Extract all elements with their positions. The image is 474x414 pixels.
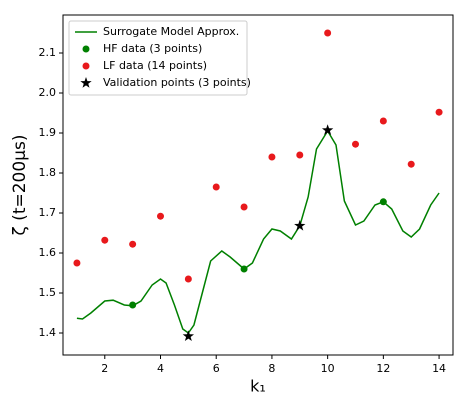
x-tick-label: 8 bbox=[268, 362, 275, 375]
series-line bbox=[76, 129, 440, 335]
point bbox=[324, 29, 332, 37]
point bbox=[129, 301, 137, 309]
y-tick-label: 1.5 bbox=[39, 286, 57, 299]
point bbox=[379, 198, 387, 206]
point bbox=[407, 160, 415, 168]
star-point bbox=[321, 124, 334, 136]
legend-label: LF data (14 points) bbox=[103, 59, 207, 72]
point bbox=[240, 265, 248, 273]
y-tick-label: 1.9 bbox=[39, 126, 57, 139]
x-axis-label: k₁ bbox=[250, 377, 266, 396]
y-tick-label: 1.6 bbox=[39, 246, 57, 259]
star-point bbox=[294, 219, 306, 231]
point bbox=[268, 153, 276, 161]
legend-box bbox=[68, 20, 248, 96]
x-tick-label: 6 bbox=[213, 362, 220, 375]
y-tick-label: 2.1 bbox=[39, 46, 57, 59]
point bbox=[73, 259, 81, 267]
y-tick-label: 2.0 bbox=[39, 86, 57, 99]
point bbox=[352, 140, 359, 148]
legend-label: HF data (3 points) bbox=[103, 42, 202, 55]
point bbox=[101, 236, 109, 244]
legend: Surrogate Model Approx. HF data (3 points… bbox=[68, 20, 251, 96]
legend-swatch bbox=[82, 62, 90, 70]
point bbox=[435, 108, 443, 116]
x-tick-label: 10 bbox=[321, 362, 335, 375]
point bbox=[184, 275, 192, 283]
star-point bbox=[182, 330, 195, 342]
legend-swatch bbox=[82, 45, 90, 53]
point bbox=[129, 240, 137, 248]
x-tick-label: 14 bbox=[432, 362, 446, 375]
legend-label: Surrogate Model Approx. bbox=[103, 25, 239, 38]
point bbox=[157, 212, 164, 220]
point bbox=[212, 183, 220, 191]
x-tick-label: 12 bbox=[376, 362, 390, 375]
x-tick-label: 4 bbox=[157, 362, 164, 375]
y-tick-label: 1.8 bbox=[39, 166, 57, 179]
y-tick-label: 1.4 bbox=[39, 326, 57, 339]
legend-swatch bbox=[80, 77, 92, 88]
x-tick-label: 2 bbox=[101, 362, 108, 375]
y-axis-label: ζ (t=200μs) bbox=[10, 135, 30, 236]
plot-frame bbox=[62, 14, 454, 356]
point bbox=[296, 151, 304, 159]
point bbox=[240, 203, 248, 211]
legend-label: Validation points (3 points) bbox=[103, 76, 251, 89]
y-tick-label: 1.7 bbox=[39, 206, 57, 219]
point bbox=[379, 117, 387, 125]
